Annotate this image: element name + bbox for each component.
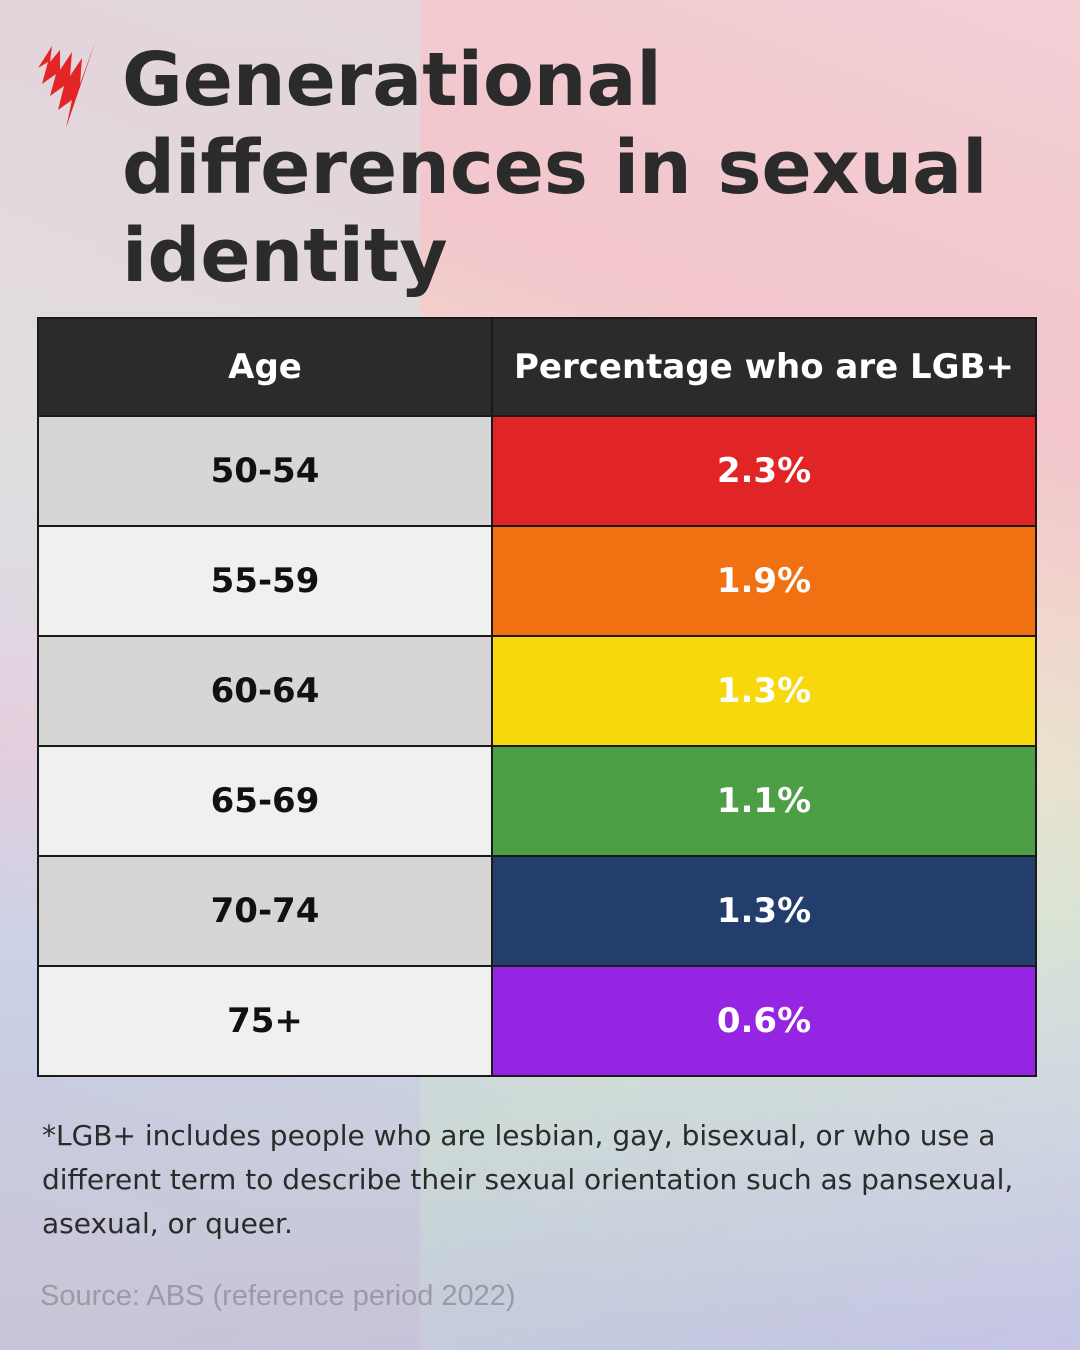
table-row: 65-69 1.1% — [37, 745, 1037, 857]
percentage-cell: 1.9% — [491, 525, 1037, 637]
age-cell: 55-59 — [37, 525, 493, 637]
percentage-cell: 1.3% — [491, 855, 1037, 967]
column-header-age: Age — [37, 317, 493, 417]
percentage-cell: 1.1% — [491, 745, 1037, 857]
data-table: Age Percentage who are LGB+ 50-54 2.3% 55-… — [37, 317, 1037, 1077]
table-row: 50-54 2.3% — [37, 415, 1037, 527]
footnote: *LGB+ includes people who are lesbian, g… — [42, 1119, 1014, 1240]
table-header-row: Age Percentage who are LGB+ — [37, 317, 1037, 417]
table-row: 70-74 1.3% — [37, 855, 1037, 967]
percentage-cell: 1.3% — [491, 635, 1037, 747]
source-credit: Source: ABS (reference period 2022) — [40, 1280, 516, 1312]
table-row: 55-59 1.9% — [37, 525, 1037, 637]
sbs-logo-icon — [38, 40, 96, 128]
age-cell: 50-54 — [37, 415, 493, 527]
age-cell: 70-74 — [37, 855, 493, 967]
age-cell: 60-64 — [37, 635, 493, 747]
age-cell: 75+ — [37, 965, 493, 1077]
column-header-percentage: Percentage who are LGB+ — [491, 317, 1037, 417]
table-row: 60-64 1.3% — [37, 635, 1037, 747]
percentage-cell: 2.3% — [491, 415, 1037, 527]
page-title: Generational differences in sexual ident… — [122, 37, 988, 299]
table-row: 75+ 0.6% — [37, 965, 1037, 1077]
age-cell: 65-69 — [37, 745, 493, 857]
percentage-cell: 0.6% — [491, 965, 1037, 1077]
